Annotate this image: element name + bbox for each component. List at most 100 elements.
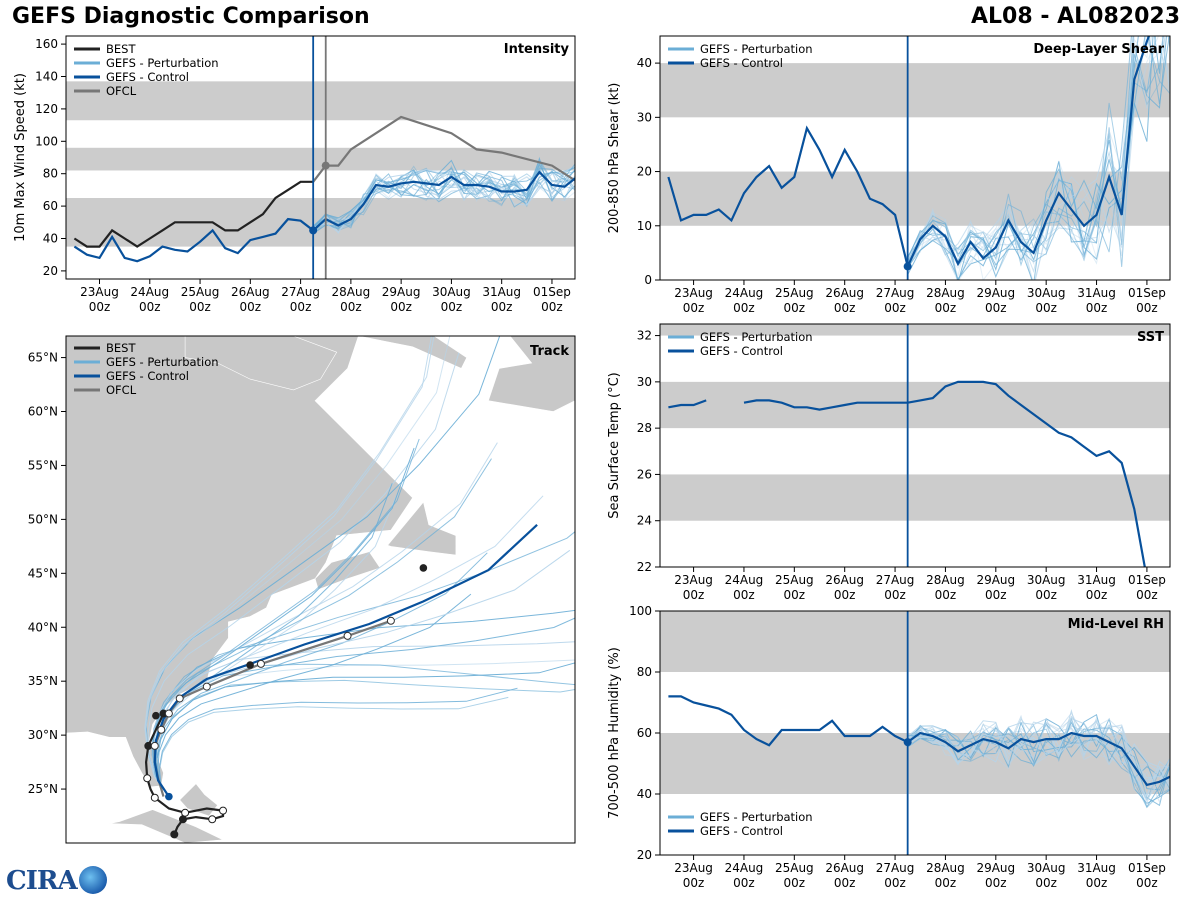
shear-xtick-hour: 00z [935, 301, 957, 315]
track-lat-label: 65°N [28, 351, 58, 365]
sst-title: SST [1137, 330, 1164, 345]
control-track-line [153, 523, 538, 798]
sst-legend-label: GEFS - Control [700, 344, 783, 358]
storm-id: AL08 - AL082023 [971, 4, 1180, 29]
control-track-marker [419, 564, 428, 572]
rh-ytick-label: 20 [637, 848, 652, 862]
sst-xtick-date: 23Aug [674, 573, 713, 587]
intensity-xtick-date: 29Aug [382, 285, 421, 299]
shear-frame [659, 35, 1171, 281]
sst-ytick-label: 30 [637, 375, 652, 389]
sst-ytick-label: 24 [637, 514, 652, 528]
ofcl-track-marker [157, 725, 166, 734]
rh-xtick-date: 24Aug [725, 861, 764, 875]
intensity-legend-label: BEST [106, 42, 136, 56]
sst-band [660, 324, 1170, 336]
intensity-plot-area [66, 81, 575, 263]
shear-perturbation-line [907, 36, 1160, 280]
intensity-xtick-hour: 00z [491, 300, 513, 314]
intensity-xtick-date: 30Aug [432, 285, 471, 299]
track-lat-label: 35°N [28, 674, 58, 688]
shear-init-marker [903, 262, 912, 271]
intensity-ofcl-marker [321, 161, 330, 170]
rh-xtick-hour: 00z [884, 876, 906, 890]
rh-ylabel: 700-500 hPa Humidity (%) [607, 647, 622, 819]
rh-xtick-hour: 00z [1035, 876, 1057, 890]
track-lat-label: 25°N [28, 782, 58, 796]
ofcl-track-marker [150, 741, 159, 750]
rh-perturbation-line [907, 721, 1170, 808]
page-title: GEFS Diagnostic Comparison [12, 4, 370, 29]
rh-xtick-date: 23Aug [674, 861, 713, 875]
rh-xtick-date: 29Aug [976, 861, 1015, 875]
track-panel: 25°N 30°N 35°N 40°N 45°N 50°N 55°N 60°N 65°N Trac… [28, 335, 576, 844]
shear-xtick-hour: 00z [1086, 301, 1108, 315]
rh-perturbation-line [907, 719, 1170, 783]
track-lat-label: 60°N [28, 405, 58, 419]
intensity-ytick-label: 40 [43, 232, 58, 246]
track-legend-label: BEST [106, 341, 136, 355]
control-track-marker [246, 661, 254, 669]
intensity-xtick-hour: 00z [541, 300, 563, 314]
track-plot-area [66, 336, 575, 843]
best-track-marker [144, 741, 153, 750]
track-legend-label: OFCL [106, 383, 137, 397]
rh-init-marker [903, 738, 912, 747]
land-polygon [387, 501, 457, 556]
control-track-marker [152, 711, 160, 720]
sst-xtick-hour: 00z [935, 588, 957, 602]
sst-xtick-hour: 00z [1136, 588, 1158, 602]
sst-xtick-date: 29Aug [976, 573, 1015, 587]
rh-xtick-date: 28Aug [926, 861, 965, 875]
track-frame [65, 335, 576, 844]
sst-xtick-date: 01Sep [1128, 573, 1166, 587]
sst-xtick-date: 24Aug [725, 573, 764, 587]
best-track-marker [181, 808, 190, 817]
track-lat-label: 45°N [28, 566, 58, 580]
sst-xtick-date: 31Aug [1077, 573, 1116, 587]
sst-xtick-hour: 00z [733, 588, 755, 602]
intensity-title: Intensity [504, 42, 570, 57]
shear-xtick-hour: 00z [834, 301, 856, 315]
shear-xtick-hour: 00z [683, 301, 705, 315]
land-polygon [304, 336, 468, 369]
ofcl-track-marker [386, 616, 395, 625]
rh-xtick-date: 31Aug [1077, 861, 1116, 875]
rh-band [660, 611, 1170, 672]
shear-xtick-hour: 00z [1035, 301, 1057, 315]
track-legend-label: GEFS - Perturbation [106, 355, 219, 369]
best-track-marker [150, 793, 159, 802]
shear-xtick-hour: 00z [1136, 301, 1158, 315]
control-track-marker [165, 792, 173, 801]
shear-plot-area [660, 36, 1170, 280]
intensity-ytick-label: 120 [35, 102, 58, 116]
rh-xtick-hour: 00z [935, 876, 957, 890]
shear-ytick-label: 40 [637, 56, 652, 70]
ofcl-track-marker [175, 694, 184, 703]
track-perturbation-line [158, 687, 518, 797]
shear-gefs-control-line [667, 36, 1151, 270]
rh-xtick-date: 27Aug [876, 861, 915, 875]
intensity-ylabel: 10m Max Wind Speed (kt) [13, 73, 28, 242]
shear-ytick-label: 10 [637, 219, 652, 233]
rh-xtick-date: 30Aug [1027, 861, 1066, 875]
intensity-panel: 2040608010012014016023Aug00z24Aug00z25Au… [13, 35, 576, 314]
sst-xtick-hour: 00z [834, 588, 856, 602]
best-track-marker [143, 774, 152, 783]
rh-xtick-hour: 00z [784, 876, 806, 890]
land-polygon [109, 809, 225, 843]
shear-title: Deep-Layer Shear [1033, 42, 1164, 57]
sst-ytick-label: 22 [637, 560, 652, 574]
sst-ylabel: Sea Surface Temp (°C) [607, 372, 622, 519]
ofcl-track-marker [202, 682, 211, 691]
intensity-xtick-date: 25Aug [181, 285, 220, 299]
intensity-xtick-date: 23Aug [80, 285, 119, 299]
intensity-xtick-date: 28Aug [332, 285, 371, 299]
sst-xtick-date: 26Aug [825, 573, 864, 587]
rh-perturbation-line [907, 723, 1170, 798]
cira-logo-text: CIRA [6, 866, 78, 896]
ofcl-track-marker [256, 659, 265, 668]
land-polygon [314, 551, 381, 590]
sst-frame [659, 323, 1171, 568]
